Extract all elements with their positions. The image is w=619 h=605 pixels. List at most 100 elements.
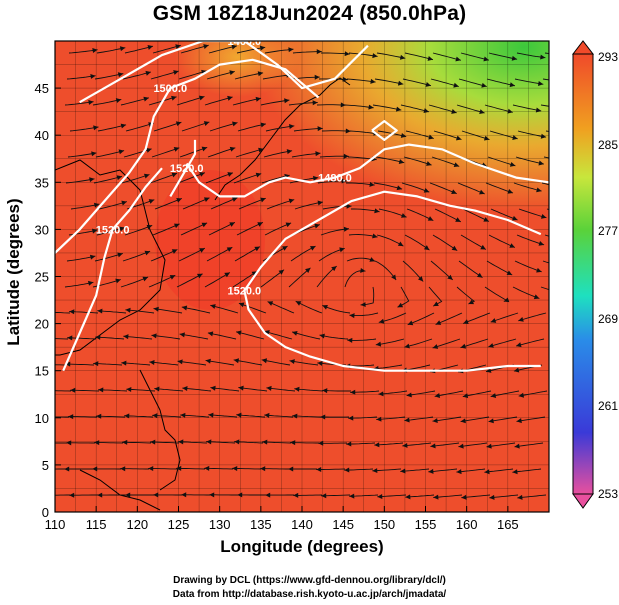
hot-region xyxy=(155,170,265,310)
streamline-arrow xyxy=(116,175,123,181)
streamline-arrow xyxy=(117,252,123,258)
streamline-arrow xyxy=(149,359,155,365)
x-axis-ticks: 110 115 120 125 130 135 140 145 150 155 160 165 xyxy=(45,506,519,532)
contour-label: 1480.0 xyxy=(318,173,352,185)
streamline-arrow xyxy=(468,299,474,305)
streamline-arrow xyxy=(148,199,155,204)
streamline-arrow xyxy=(372,233,378,239)
contour-label: 1520.0 xyxy=(228,286,262,298)
streamline-arrow xyxy=(238,385,244,391)
streamline-arrow xyxy=(428,134,434,140)
streamline-arrow xyxy=(434,393,441,398)
streamline-arrow xyxy=(427,216,434,221)
streamline-arrow xyxy=(512,215,518,221)
streamline-arrow xyxy=(346,203,352,209)
streamline-arrow xyxy=(238,302,245,308)
y-tick-label: 15 xyxy=(35,364,49,379)
streamline-arrow xyxy=(203,44,209,49)
streamline-arrow xyxy=(236,330,242,336)
colorbar-label-277: 277 xyxy=(598,224,618,238)
streamline-arrow xyxy=(144,250,151,256)
streamline-arrow xyxy=(396,185,403,191)
streamline-arrow xyxy=(95,334,101,340)
streamline xyxy=(542,260,549,264)
streamline-arrow xyxy=(378,391,384,397)
streamline-arrow xyxy=(91,228,98,234)
streamline-arrow xyxy=(372,53,378,59)
streamline-arrow xyxy=(143,96,149,102)
streamline-arrow xyxy=(481,82,487,88)
streamline-arrow xyxy=(232,465,238,471)
colorbar-label-269: 269 xyxy=(598,312,618,326)
streamline-arrow xyxy=(507,188,514,194)
streamline-arrow xyxy=(331,266,337,272)
streamline-arrow xyxy=(350,389,356,395)
contour-label: 1520.0 xyxy=(170,163,204,175)
x-tick-label: 145 xyxy=(332,517,354,532)
streamline-arrow xyxy=(565,265,570,270)
streamline-arrow xyxy=(171,249,178,254)
streamline xyxy=(542,78,549,81)
streamline-arrow xyxy=(224,272,230,278)
streamline-arrow xyxy=(208,412,214,418)
streamline-arrow xyxy=(318,440,324,446)
streamline-arrow xyxy=(538,160,544,166)
streamline-arrow xyxy=(203,121,210,126)
x-tick-label: 120 xyxy=(126,517,148,532)
streamline-arrow xyxy=(92,48,98,53)
streamline-arrow xyxy=(122,439,128,445)
streamline-arrow xyxy=(425,82,432,87)
streamline xyxy=(484,286,508,302)
streamline-arrow xyxy=(278,269,285,275)
streamline-arrow xyxy=(455,217,461,222)
streamline-arrow xyxy=(537,81,544,86)
streamline-arrow xyxy=(485,368,492,373)
streamline-arrow xyxy=(206,439,212,445)
streamline-arrow xyxy=(404,417,410,423)
streamline-arrow xyxy=(563,291,568,296)
contour-line xyxy=(62,167,163,372)
streamline-arrow xyxy=(260,466,266,472)
streamline-arrow xyxy=(316,49,322,55)
asia-coastline xyxy=(55,159,166,356)
streamline-arrow xyxy=(540,133,547,139)
streamline-arrow xyxy=(257,71,264,77)
streamline-arrow xyxy=(512,469,518,475)
streamline-arrow xyxy=(368,104,374,110)
streamline-arrow xyxy=(175,44,181,50)
streamline-arrow xyxy=(205,358,211,364)
streamline-arrow xyxy=(117,72,124,78)
streamline-arrow xyxy=(423,108,429,113)
streamline-arrow xyxy=(93,125,99,131)
streamline-arrow xyxy=(349,313,355,319)
streamline-arrow xyxy=(488,343,494,348)
streamline-arrow xyxy=(288,198,295,204)
streamline-arrow xyxy=(93,202,100,208)
streamline-arrow xyxy=(201,146,208,152)
streamline-arrow xyxy=(178,439,184,445)
streamline-arrow xyxy=(153,492,159,498)
streamline-arrow xyxy=(261,358,268,364)
streamline-arrow xyxy=(453,162,460,168)
streamline-arrow xyxy=(226,247,233,252)
y-tick-label: 0 xyxy=(42,505,49,520)
philippines-coastline xyxy=(139,369,181,491)
streamline-arrow xyxy=(93,361,99,367)
streamline-arrow xyxy=(89,254,96,260)
streamline-arrow xyxy=(540,213,547,219)
streamline-arrow xyxy=(98,387,104,393)
streamline xyxy=(541,182,549,186)
streamline-arrow xyxy=(378,318,385,324)
streamline-arrow xyxy=(120,466,126,472)
y-tick-label: 30 xyxy=(35,222,49,237)
streamline-arrow xyxy=(484,469,490,475)
y-tick-label: 45 xyxy=(35,81,49,96)
streamline-arrow xyxy=(346,441,352,447)
streamline-arrow xyxy=(417,276,424,282)
colorbar-bar xyxy=(572,53,594,495)
streamline-arrow xyxy=(455,135,462,141)
streamline-arrow xyxy=(97,308,103,314)
streamline-arrow xyxy=(92,466,98,472)
streamline-arrow xyxy=(258,147,264,153)
